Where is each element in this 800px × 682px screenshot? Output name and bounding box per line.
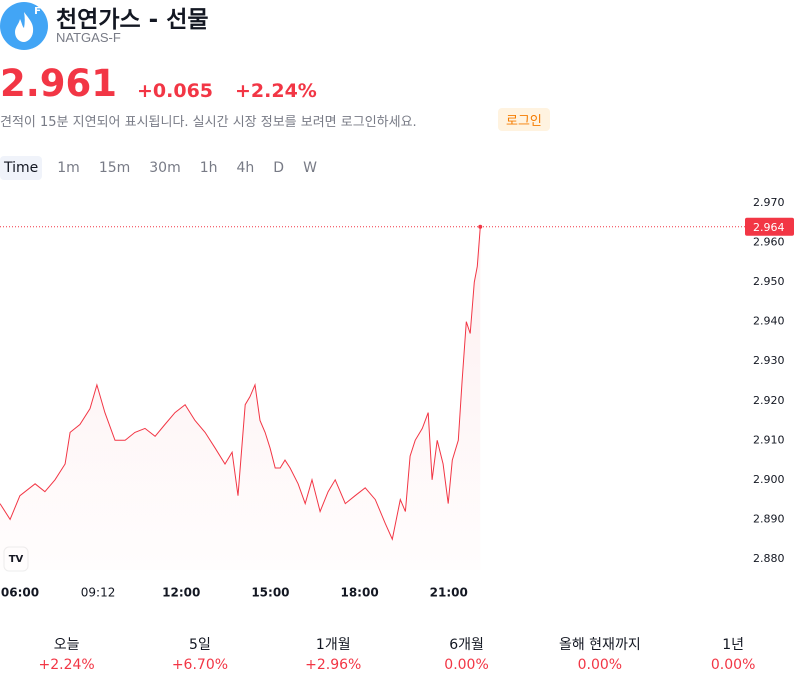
performance-change: +2.96% — [305, 657, 362, 673]
chart: TV 2.8802.8902.9002.9102.9202.9302.9402.… — [0, 196, 794, 600]
y-tick-label: 2.920 — [753, 394, 785, 407]
title: 천연가스 - 선물 — [56, 7, 209, 33]
y-tick-label: 2.910 — [753, 433, 785, 446]
change-percent: +2.24% — [235, 80, 317, 102]
interval-tab[interactable]: 4h — [236, 160, 255, 176]
x-tick-label: 18:00 — [340, 586, 378, 600]
x-tick-label: 09:12 — [81, 586, 116, 600]
price-line — [0, 226, 481, 541]
performance-item[interactable]: 오늘 +2.24% — [0, 634, 133, 673]
x-tick-label: 15:00 — [251, 586, 289, 600]
last-point — [478, 224, 483, 229]
y-tick-label: 2.960 — [753, 236, 785, 249]
performance-change: +6.70% — [171, 657, 229, 673]
interval-tab[interactable]: 15m — [98, 160, 131, 176]
performance-item[interactable]: 올해 현재까지 0.00% — [533, 634, 666, 673]
interval-tab[interactable]: 1m — [57, 160, 80, 176]
performance-period: 1개월 — [315, 637, 351, 653]
x-tick-label: 12:00 — [162, 586, 200, 600]
performance-period: 5일 — [189, 637, 211, 653]
y-tick-label: 2.940 — [753, 315, 785, 328]
x-tick-label: 21:00 — [430, 586, 468, 600]
performance-change: 0.00% — [444, 657, 489, 673]
performance-item[interactable]: 5일 +6.70% — [133, 634, 266, 673]
performance-item[interactable]: 1년 0.00% — [666, 634, 799, 673]
performance-change: +2.24% — [38, 657, 95, 673]
last-price-box — [745, 217, 794, 236]
x-tick-label: 06:00 — [1, 586, 39, 600]
interval-tab[interactable]: W — [303, 160, 317, 176]
icon-letter: F — [34, 6, 41, 17]
flame-icon — [15, 12, 34, 42]
performance-period: 오늘 — [53, 637, 80, 653]
login-button[interactable]: 로그인 — [498, 108, 550, 131]
last-price-label: 2.964 — [753, 221, 785, 234]
y-tick-label: 2.950 — [753, 275, 785, 288]
y-tick-label: 2.930 — [753, 354, 785, 367]
performance-change: 0.00% — [710, 657, 756, 673]
performance: 오늘 +2.24% 5일 +6.70% 1개월 +2.96% 6개월 0.00% 올해 현재까지… — [0, 634, 800, 673]
y-tick-label: 2.900 — [753, 473, 785, 486]
interval-tabs: Time 1m 15m 30m 1h 4h D W — [0, 156, 332, 180]
interval-tab[interactable]: Time — [0, 156, 43, 180]
change: +0.065 — [137, 80, 214, 102]
y-tick-label: 2.970 — [753, 196, 785, 209]
interval-tab[interactable]: D — [273, 160, 285, 176]
performance-period: 6개월 — [449, 637, 484, 653]
interval-tab[interactable]: 1h — [199, 160, 218, 176]
interval-tab[interactable]: 30m — [149, 160, 181, 176]
area-fill — [0, 226, 481, 571]
y-tick-label: 2.880 — [753, 552, 785, 565]
performance-item[interactable]: 1개월 +2.96% — [267, 634, 400, 673]
performance-period: 올해 현재까지 — [558, 637, 641, 653]
price: 2.961 — [0, 62, 118, 105]
performance-period: 1년 — [722, 637, 745, 653]
performance-item[interactable]: 6개월 0.00% — [400, 634, 533, 673]
symbol: NATGAS-F — [56, 30, 121, 45]
performance-change: 0.00% — [577, 657, 623, 673]
delay-notice: 견적이 15분 지연되어 표시됩니다. 실시간 시장 정보를 보려면 로그인하세… — [0, 115, 417, 130]
y-tick-label: 2.890 — [753, 512, 785, 525]
symbol-icon: F — [0, 2, 48, 50]
